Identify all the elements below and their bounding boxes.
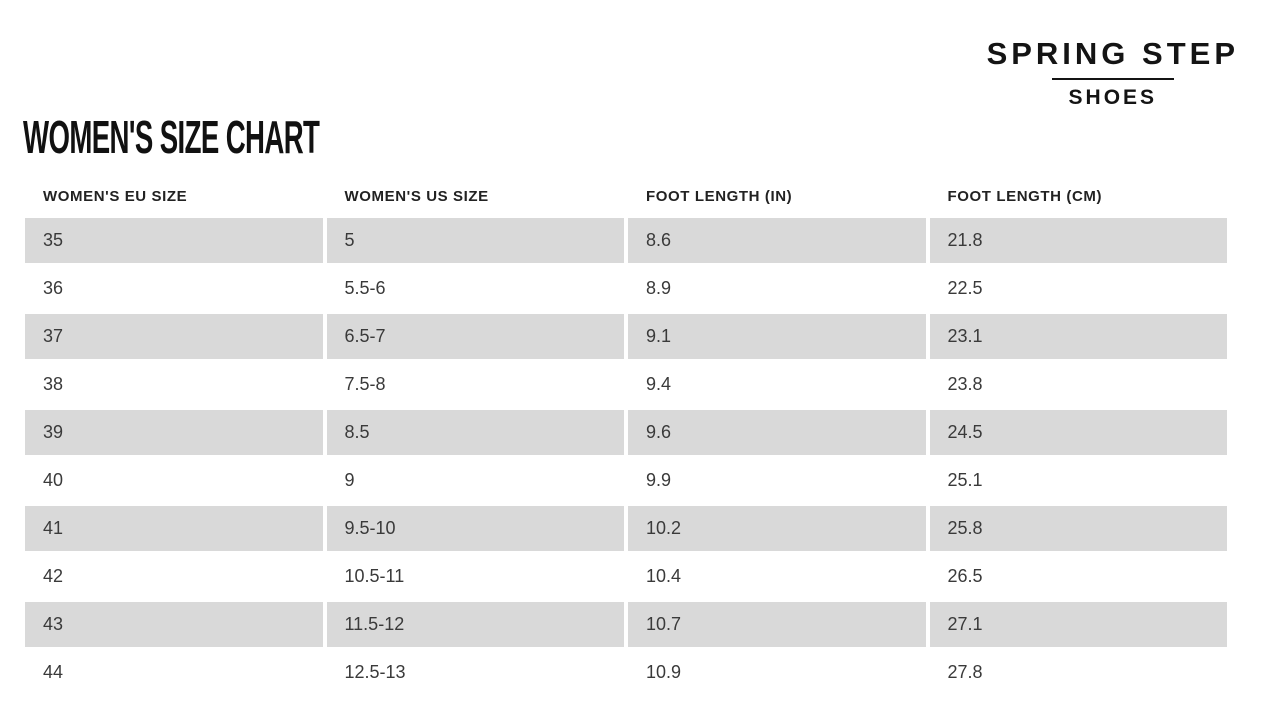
table-row: 43 11.5-12 10.7 27.1 [25, 602, 1227, 647]
table-cell: 8.6 [628, 218, 926, 263]
table-cell: 24.5 [929, 410, 1227, 455]
table-row: 39 8.5 9.6 24.5 [25, 410, 1227, 455]
size-chart-table: WOMEN'S EU SIZE WOMEN'S US SIZE FOOT LENGT… [21, 162, 1231, 698]
table-cell: 10.2 [628, 506, 926, 551]
brand-divider [1051, 78, 1174, 80]
table-row: 38 7.5-8 9.4 23.8 [25, 362, 1227, 407]
brand-name: SPRING STEP [986, 36, 1239, 71]
table-header: WOMEN'S EU SIZE WOMEN'S US SIZE FOOT LENGT… [25, 165, 1227, 215]
table-cell: 9.9 [628, 458, 926, 503]
table-cell: 39 [25, 410, 323, 455]
table-row: 44 12.5-13 10.9 27.8 [25, 650, 1227, 695]
column-header: FOOT LENGTH (CM) [947, 188, 1103, 205]
table-cell: 9.6 [628, 410, 926, 455]
table-cell: 10.7 [628, 602, 926, 647]
table-cell: 7.5-8 [326, 362, 624, 407]
table-cell: 35 [25, 218, 323, 263]
table-cell: 22.5 [929, 266, 1227, 311]
brand-logo: SPRING STEP SHOES [987, 38, 1239, 108]
table-cell: 25.8 [929, 506, 1227, 551]
table-cell: 23.1 [929, 314, 1227, 359]
table-cell: 36 [25, 266, 323, 311]
table-cell: 10.4 [628, 554, 926, 599]
table-cell: 42 [25, 554, 323, 599]
table-cell: 38 [25, 362, 323, 407]
table-row: 37 6.5-7 9.1 23.1 [25, 314, 1227, 359]
table-cell: 10.5-11 [326, 554, 624, 599]
table-cell: 8.9 [628, 266, 926, 311]
table-cell: 27.8 [929, 650, 1227, 695]
table-cell: 5.5-6 [326, 266, 624, 311]
table-cell: 12.5-13 [326, 650, 624, 695]
page-title: WOMEN'S SIZE CHART [23, 110, 320, 163]
table-cell: 9.1 [628, 314, 926, 359]
table-body: 35 5 8.6 21.8 36 5.5-6 8.9 22.5 37 6.5-7 9.1 23.1 38… [25, 218, 1227, 695]
table-cell: 43 [25, 602, 323, 647]
table-row: 42 10.5-11 10.4 26.5 [25, 554, 1227, 599]
table-row: 41 9.5-10 10.2 25.8 [25, 506, 1227, 551]
table-cell: 44 [25, 650, 323, 695]
table-cell: 27.1 [929, 602, 1227, 647]
table-cell: 37 [25, 314, 323, 359]
table-cell: 41 [25, 506, 323, 551]
table-cell: 6.5-7 [326, 314, 624, 359]
table-cell: 9.4 [628, 362, 926, 407]
table-cell: 5 [326, 218, 624, 263]
column-header: FOOT LENGTH (IN) [646, 188, 793, 205]
table-cell: 40 [25, 458, 323, 503]
table-cell: 9 [326, 458, 624, 503]
column-header: WOMEN'S EU SIZE [43, 188, 188, 205]
table-cell: 8.5 [326, 410, 624, 455]
table-row: 35 5 8.6 21.8 [25, 218, 1227, 263]
table-cell: 11.5-12 [326, 602, 624, 647]
table-cell: 23.8 [929, 362, 1227, 407]
table-row: 40 9 9.9 25.1 [25, 458, 1227, 503]
table-row: 36 5.5-6 8.9 22.5 [25, 266, 1227, 311]
table-header-row: WOMEN'S EU SIZE WOMEN'S US SIZE FOOT LENGT… [25, 165, 1227, 215]
column-header: WOMEN'S US SIZE [344, 188, 489, 205]
table-cell: 10.9 [628, 650, 926, 695]
table-cell: 26.5 [929, 554, 1227, 599]
table-cell: 9.5-10 [326, 506, 624, 551]
brand-tagline: SHOES [1068, 86, 1158, 109]
table-cell: 25.1 [929, 458, 1227, 503]
table-cell: 21.8 [929, 218, 1227, 263]
